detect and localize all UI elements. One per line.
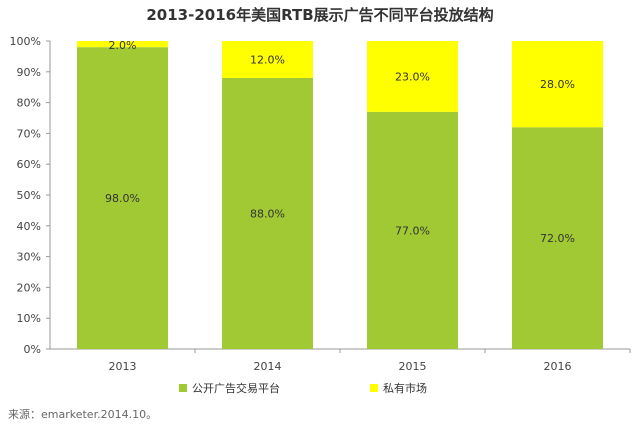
bar-private-marketplace bbox=[512, 41, 603, 128]
data-label: 12.0% bbox=[250, 53, 285, 66]
data-label: 98.0% bbox=[105, 192, 140, 205]
y-tick-label: 20% bbox=[17, 281, 41, 294]
y-tick-label: 30% bbox=[17, 251, 41, 264]
x-tick-label: 2015 bbox=[399, 360, 427, 373]
legend-label: 私有市场 bbox=[383, 381, 427, 395]
y-tick-label: 10% bbox=[17, 312, 41, 325]
chart-title: 2013-2016年美国RTB展示广告不同平台投放结构 bbox=[146, 6, 494, 24]
y-tick-label: 70% bbox=[17, 127, 41, 140]
x-tick-label: 2013 bbox=[109, 360, 137, 373]
y-tick-label: 60% bbox=[17, 158, 41, 171]
data-label: 77.0% bbox=[395, 224, 430, 237]
bar-private-marketplace bbox=[222, 41, 313, 78]
x-tick-label: 2014 bbox=[254, 360, 282, 373]
bar-public-exchange bbox=[367, 111, 458, 349]
y-tick-label: 90% bbox=[17, 66, 41, 79]
bar-private-marketplace bbox=[367, 41, 458, 112]
bar-public-exchange bbox=[512, 127, 603, 350]
y-tick-label: 100% bbox=[10, 35, 41, 48]
x-tick-label: 2016 bbox=[544, 360, 572, 373]
data-label: 23.0% bbox=[395, 70, 430, 83]
data-label: 2.0% bbox=[109, 39, 137, 52]
bar-public-exchange bbox=[222, 77, 313, 350]
legend-swatch bbox=[179, 384, 187, 392]
data-label: 28.0% bbox=[540, 78, 575, 91]
data-label: 72.0% bbox=[540, 232, 575, 245]
bar-public-exchange bbox=[77, 47, 168, 349]
legend-label: 公开广告交易平台 bbox=[192, 381, 280, 395]
bar-private-marketplace bbox=[77, 41, 168, 48]
source-note: 来源：emarketer.2014.10。 bbox=[8, 408, 158, 421]
y-tick-label: 50% bbox=[17, 189, 41, 202]
data-label: 88.0% bbox=[250, 207, 285, 220]
y-tick-label: 0% bbox=[24, 343, 41, 356]
legend-swatch bbox=[370, 384, 378, 392]
y-tick-label: 40% bbox=[17, 220, 41, 233]
y-tick-label: 80% bbox=[17, 97, 41, 110]
